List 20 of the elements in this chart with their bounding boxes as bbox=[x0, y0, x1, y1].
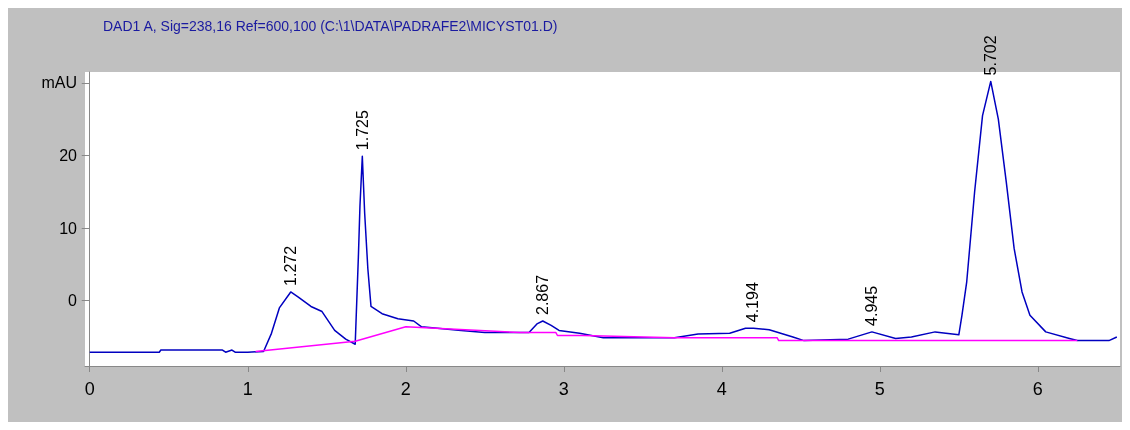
x-tick-label: 5 bbox=[874, 379, 885, 399]
x-tick-label: 1 bbox=[242, 379, 253, 399]
annotation: 1.725 bbox=[353, 110, 371, 151]
chart-title: DAD1 A, Sig=238,16 Ref=600,100 (C:\1\DATA\PADRAFE2\MICYST01.D) bbox=[103, 18, 558, 34]
x-tick-label: 6 bbox=[1032, 379, 1043, 399]
annotation: 4.194 bbox=[743, 282, 761, 323]
y-tick-label: 10 bbox=[59, 219, 78, 237]
x-tick-label: 0 bbox=[84, 379, 95, 399]
line-series bbox=[254, 326, 1079, 353]
x-tick-label: 4 bbox=[716, 379, 727, 399]
annotation: 2.867 bbox=[534, 274, 552, 315]
annotation: 5.702 bbox=[982, 35, 1000, 76]
x-tick-label: 3 bbox=[558, 379, 569, 399]
x-tick-label: 2 bbox=[400, 379, 411, 399]
y-tick-label: mAU bbox=[41, 74, 77, 92]
annotation: 4.945 bbox=[862, 285, 880, 326]
y-tick-label: 20 bbox=[59, 146, 78, 164]
annotation: 1.272 bbox=[282, 245, 300, 286]
y-tick-label: 0 bbox=[68, 292, 78, 310]
line-series bbox=[88, 80, 1118, 353]
